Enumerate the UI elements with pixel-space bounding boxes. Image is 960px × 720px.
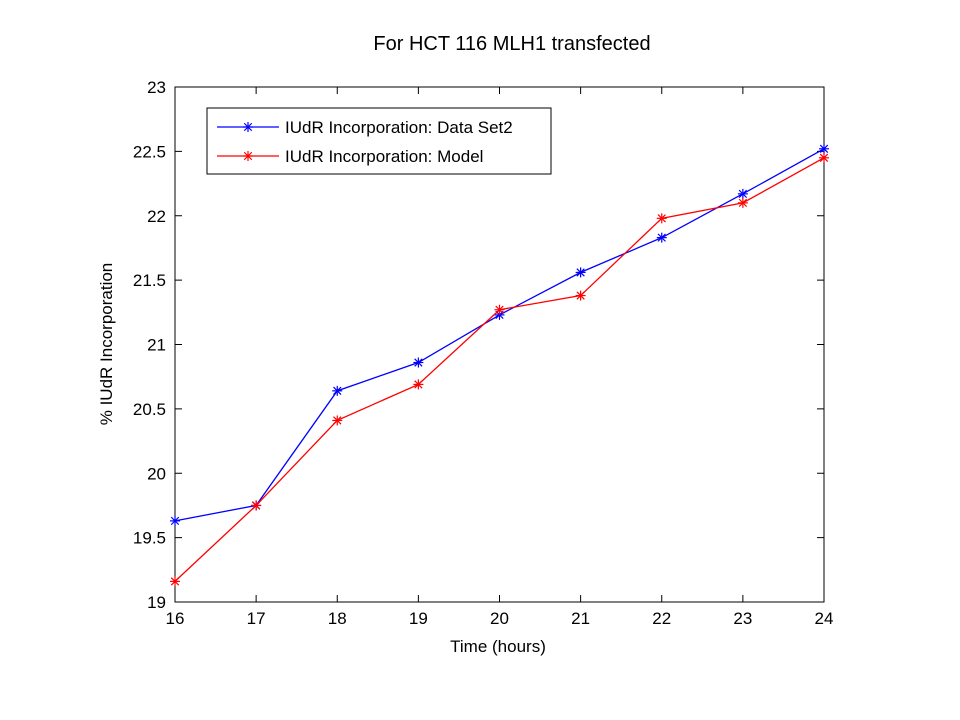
x-tick-label: 24 (815, 609, 834, 628)
slide-title: For HCT 116 MLH1 transfected (373, 33, 651, 55)
data-point (413, 357, 424, 368)
y-axis-label: % IUdR Incorporation (97, 263, 116, 426)
legend-box (206, 107, 552, 175)
x-tick-label: 16 (166, 609, 185, 628)
x-tick-label: 18 (328, 609, 347, 628)
x-axis-label: Time (hours) (450, 637, 546, 656)
x-tick-label: 22 (652, 609, 671, 628)
data-point (170, 515, 180, 526)
data-point (494, 304, 505, 315)
data-point (332, 415, 343, 426)
legend: IUdR Incorporation: Data Set2 IUdR Incorp… (206, 107, 552, 175)
series-2 (170, 152, 829, 587)
y-tick-label: 19.5 (133, 529, 166, 548)
y-tick-label: 22.5 (133, 142, 166, 161)
data-point (819, 143, 829, 154)
data-point (656, 232, 667, 243)
data-point (332, 385, 343, 396)
data-point (737, 197, 748, 208)
data-point (575, 267, 586, 278)
y-tick-label: 22 (147, 207, 166, 226)
legend-label: IUdR Incorporation: Data Set2 (285, 118, 513, 137)
legend-entry-2: IUdR Incorporation: Model (217, 147, 483, 166)
series-layer (170, 143, 829, 587)
y-tick-label: 19 (147, 593, 166, 612)
x-tick-label: 21 (571, 609, 590, 628)
y-tick-label: 23 (147, 78, 166, 97)
x-tick-label: 20 (490, 609, 509, 628)
legend-entry-1: IUdR Incorporation: Data Set2 (217, 118, 513, 137)
x-tick-label: 19 (409, 609, 428, 628)
x-tick-label: 23 (733, 609, 752, 628)
data-point (170, 576, 180, 587)
y-tick-label: 20 (147, 464, 166, 483)
legend-marker (243, 122, 253, 132)
data-point (819, 152, 829, 163)
data-point (656, 213, 667, 224)
y-tick-label: 20.5 (133, 400, 166, 419)
y-tick-label: 21 (147, 336, 166, 355)
legend-label: IUdR Incorporation: Model (285, 147, 483, 166)
x-tick-label: 17 (247, 609, 266, 628)
y-tick-label: 21.5 (133, 271, 166, 290)
legend-marker (243, 151, 253, 161)
data-point (575, 290, 586, 301)
data-point (251, 500, 262, 511)
data-point (413, 379, 424, 390)
data-point (737, 188, 748, 199)
